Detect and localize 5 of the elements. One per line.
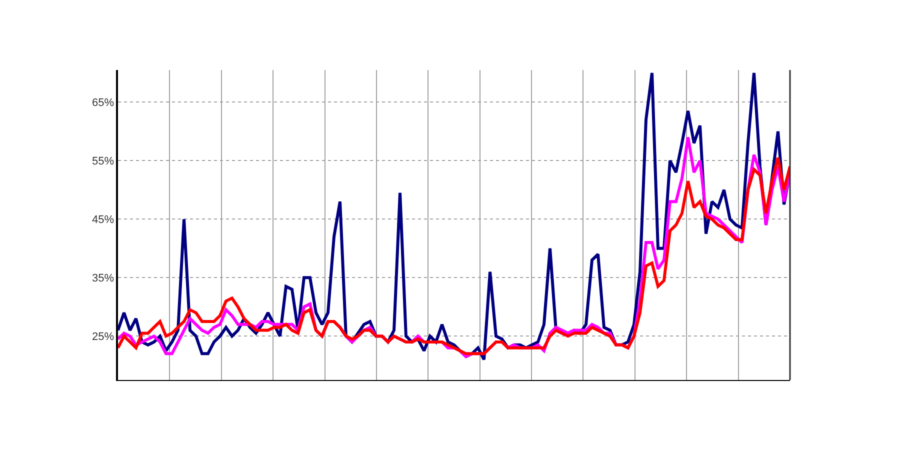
y-tick-label: 25% — [92, 330, 114, 343]
y-tick-label: 35% — [92, 272, 114, 284]
y-tick-label: 45% — [92, 214, 114, 226]
y-tick-label: 65% — [92, 97, 114, 110]
y-tick-label: 55% — [92, 156, 114, 168]
